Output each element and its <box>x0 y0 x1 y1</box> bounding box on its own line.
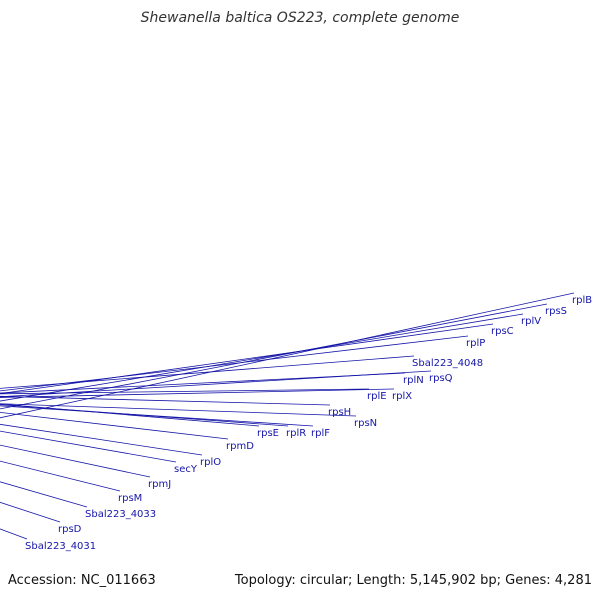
topology-summary: Topology: circular; Length: 5,145,902 bp… <box>234 573 592 588</box>
gene-label: rplP <box>466 338 485 349</box>
gene-label: secY <box>174 464 198 475</box>
gene-label-leader <box>0 444 151 478</box>
gene-label-leader <box>0 403 260 427</box>
gene-label-leader <box>0 430 177 463</box>
gene-label-leader <box>0 411 229 440</box>
gene-label-leader <box>0 528 28 540</box>
gene-label: rpmJ <box>148 479 171 490</box>
gene-label-leader <box>0 335 469 392</box>
gene-label-leader <box>0 388 370 395</box>
gene-label: rpsC <box>491 326 514 337</box>
gene-label-leader <box>0 460 121 492</box>
gene-label: rplV <box>521 316 541 327</box>
gene-label: rpmD <box>226 441 254 452</box>
gene-label: rpsH <box>328 407 351 418</box>
gene-label: Sbal223_4033 <box>85 509 156 520</box>
gene-label-leader <box>0 372 406 394</box>
gene-label-leader <box>0 303 548 410</box>
gene-label-leader <box>0 481 88 508</box>
gene-label-leader <box>0 405 314 427</box>
gene-label: rplE <box>367 391 387 402</box>
gene-label-leader <box>0 403 357 417</box>
gene-label: rplF <box>311 428 330 439</box>
gene-label-leader <box>0 423 203 456</box>
gene-label: rpsS <box>545 306 567 317</box>
gene-label: rpsN <box>354 418 377 429</box>
gene-label: rplX <box>392 391 412 402</box>
gene-label: rpsQ <box>429 373 453 384</box>
gene-label: rpsE <box>257 428 279 439</box>
gene-label: Sbal223_4031 <box>25 541 96 552</box>
gene-label-leader <box>0 355 415 389</box>
gene-label-leader <box>0 292 575 419</box>
gene-label-leader <box>0 313 524 402</box>
gene-label: rplB <box>572 295 592 306</box>
gene-label: rpsM <box>118 493 142 504</box>
gene-label: rplR <box>286 428 306 439</box>
gene-label: Sbal223_4048 <box>412 358 483 369</box>
gene-label: rplO <box>200 457 221 468</box>
gene-label: rpsD <box>58 524 82 535</box>
gene-label: rplN <box>403 375 424 386</box>
gene-label-leader <box>0 323 494 395</box>
gene-label-leader <box>0 404 289 427</box>
gene-label-leader <box>0 370 432 398</box>
accession-text: Accession: NC_011663 <box>8 573 156 588</box>
figure-title: Shewanella baltica OS223, complete genom… <box>140 10 460 26</box>
gene-label-leader <box>0 395 331 406</box>
